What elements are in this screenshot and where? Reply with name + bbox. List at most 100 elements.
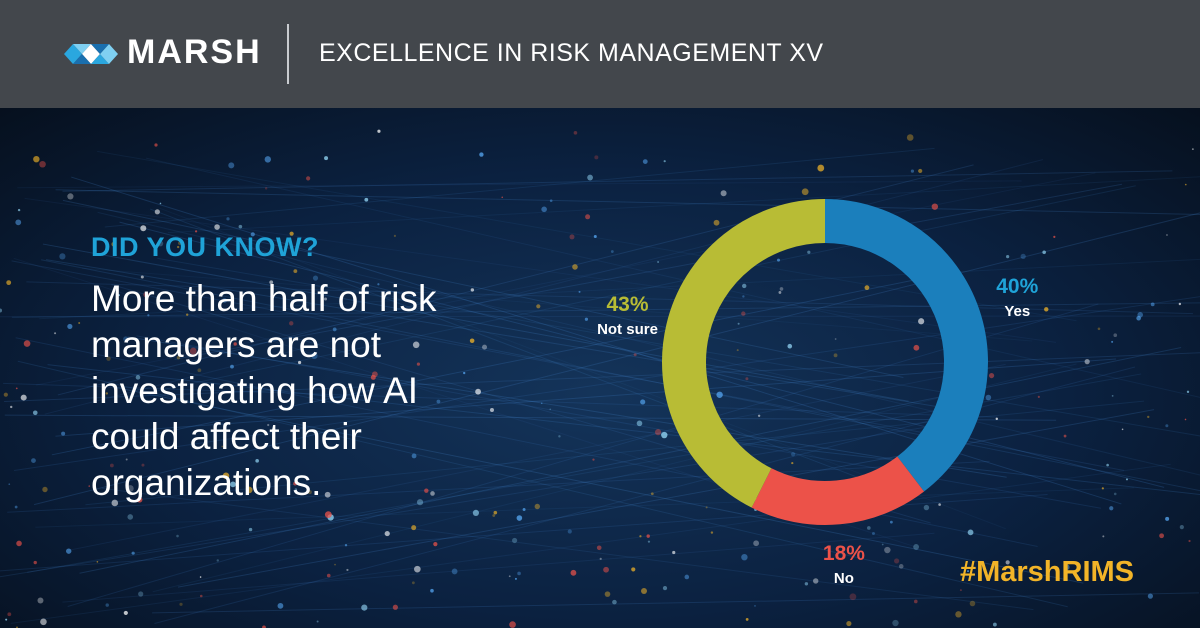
network-dot bbox=[646, 534, 650, 538]
network-dot bbox=[264, 156, 272, 163]
network-dot bbox=[414, 565, 421, 573]
network-dot bbox=[489, 408, 494, 413]
network-dot bbox=[1020, 253, 1026, 259]
network-dot bbox=[1063, 434, 1067, 438]
network-dot bbox=[189, 347, 197, 355]
network-dot bbox=[412, 341, 420, 349]
network-dot bbox=[745, 617, 749, 621]
network-line bbox=[127, 336, 1007, 478]
slice-label-group: 40% Yes bbox=[996, 275, 1038, 320]
network-dot bbox=[32, 410, 38, 416]
network-dot bbox=[324, 297, 328, 301]
network-dot bbox=[567, 529, 572, 534]
network-dot bbox=[898, 564, 904, 569]
network-dot bbox=[639, 535, 642, 538]
network-dot bbox=[1102, 535, 1105, 538]
network-dot bbox=[511, 537, 518, 544]
network-dot bbox=[61, 431, 66, 436]
network-line bbox=[45, 259, 962, 412]
network-dot bbox=[289, 321, 294, 326]
network-line bbox=[62, 199, 904, 378]
network-dot bbox=[516, 515, 523, 521]
network-dot bbox=[757, 414, 761, 417]
network-dot bbox=[17, 208, 21, 212]
network-dot bbox=[10, 405, 13, 409]
network-dot bbox=[871, 532, 875, 536]
network-dot bbox=[1005, 560, 1010, 565]
network-dot bbox=[959, 589, 962, 592]
network-dot bbox=[411, 453, 417, 459]
network-dot bbox=[176, 356, 181, 360]
network-dot bbox=[741, 311, 746, 316]
network-dot bbox=[713, 219, 720, 226]
network-dot bbox=[716, 391, 723, 398]
network-dot bbox=[1165, 424, 1169, 428]
network-dot bbox=[147, 314, 150, 317]
network-dot bbox=[475, 388, 481, 395]
network-dot bbox=[536, 304, 541, 309]
network-dot bbox=[344, 543, 348, 547]
network-dot bbox=[985, 394, 992, 401]
marsh-logo-icon bbox=[64, 44, 118, 64]
network-dot bbox=[710, 531, 714, 534]
network-dot bbox=[312, 275, 319, 281]
network-dot bbox=[411, 525, 417, 531]
network-dot bbox=[534, 503, 540, 510]
network-dot bbox=[938, 503, 941, 506]
network-dot bbox=[804, 582, 809, 586]
network-dot bbox=[267, 423, 270, 427]
network-dot bbox=[436, 399, 441, 404]
network-dot bbox=[585, 214, 591, 220]
network-dot bbox=[801, 188, 809, 196]
slice-category-label: Yes bbox=[1004, 303, 1030, 320]
network-dot bbox=[501, 196, 504, 199]
network-dot bbox=[969, 600, 976, 607]
network-dot bbox=[332, 327, 337, 332]
network-dot bbox=[269, 280, 274, 285]
network-dot bbox=[955, 611, 962, 618]
network-dot bbox=[913, 344, 920, 351]
network-dot bbox=[6, 280, 12, 286]
hashtag: #MarshRIMS bbox=[959, 556, 1134, 588]
network-line bbox=[177, 409, 1155, 588]
network-dot bbox=[833, 353, 838, 358]
slice-label-group: 18% No bbox=[823, 542, 865, 587]
network-line bbox=[174, 183, 1123, 360]
network-dot bbox=[233, 342, 237, 346]
network-dot bbox=[931, 203, 939, 210]
key-statement: More than half of risk managers are not … bbox=[91, 278, 437, 503]
network-dot bbox=[509, 621, 516, 628]
network-line bbox=[152, 363, 1077, 593]
network-dot bbox=[324, 156, 329, 161]
network-dot bbox=[393, 234, 397, 238]
network-dot bbox=[633, 353, 637, 357]
network-dot bbox=[228, 162, 235, 169]
network-line bbox=[104, 147, 935, 228]
network-dot bbox=[1165, 234, 1168, 237]
network-dot bbox=[1053, 235, 1056, 238]
network-dot bbox=[143, 291, 149, 298]
network-line bbox=[150, 208, 912, 499]
network-dot bbox=[8, 483, 11, 485]
network-dot bbox=[109, 463, 114, 468]
network-dot bbox=[742, 295, 745, 298]
network-dot bbox=[216, 559, 219, 562]
network-dot bbox=[1125, 478, 1128, 481]
network-dot bbox=[151, 401, 154, 403]
network-dot bbox=[593, 235, 597, 239]
network-dot bbox=[416, 362, 421, 366]
network-dot bbox=[1063, 564, 1070, 571]
network-line bbox=[115, 386, 1084, 584]
network-dot bbox=[154, 209, 160, 215]
network-dot bbox=[578, 290, 581, 293]
header-divider bbox=[287, 24, 289, 84]
network-dot bbox=[111, 241, 117, 247]
network-dot bbox=[463, 371, 466, 375]
network-line bbox=[44, 159, 1044, 415]
network-dot bbox=[377, 129, 381, 133]
network-dot bbox=[791, 461, 794, 465]
network-dot bbox=[140, 225, 147, 232]
donut-chart: 40% Yes 18% No 43% Not sure bbox=[597, 199, 1039, 587]
network-dot bbox=[307, 490, 312, 495]
network-dot bbox=[67, 193, 74, 200]
